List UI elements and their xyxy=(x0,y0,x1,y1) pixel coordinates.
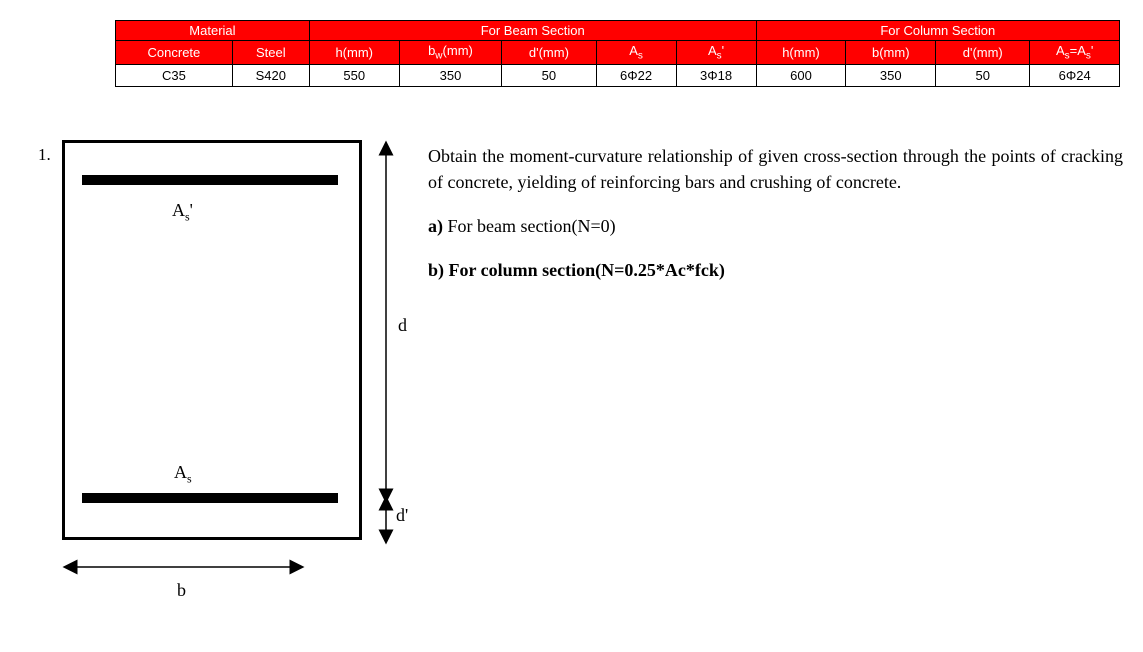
label-d: d xyxy=(398,315,407,336)
properties-table: Material For Beam Section For Column Sec… xyxy=(115,20,1120,87)
cell-steel: S420 xyxy=(232,64,309,86)
col-group-beam: For Beam Section xyxy=(309,21,756,41)
dimension-b xyxy=(62,555,367,585)
label-as-prime: As' xyxy=(172,200,193,225)
cell-beam-as: 6Φ22 xyxy=(596,64,676,86)
intro-paragraph: Obtain the moment-curvature relationship… xyxy=(428,143,1123,195)
cell-beam-dpr: 50 xyxy=(502,64,596,86)
problem-statement: Obtain the moment-curvature relationship… xyxy=(428,143,1123,301)
label-b: b xyxy=(177,580,186,601)
col-group-column: For Column Section xyxy=(756,21,1119,41)
section-outline xyxy=(62,140,362,540)
question-number: 1. xyxy=(38,145,51,165)
dimension-d xyxy=(372,140,412,550)
cell-beam-bw: 350 xyxy=(399,64,502,86)
col-col-as: As=As' xyxy=(1030,41,1120,65)
part-b: b) For column section(N=0.25*Ac*fck) xyxy=(428,257,1123,283)
part-a-label: a) xyxy=(428,216,448,236)
cell-beam-h: 550 xyxy=(309,64,399,86)
col-beam-bw: bw(mm) xyxy=(399,41,502,65)
table-header-row: Concrete Steel h(mm) bw(mm) d'(mm) As As… xyxy=(116,41,1120,65)
col-col-dpr: d'(mm) xyxy=(936,41,1030,65)
part-a-text: For beam section(N=0) xyxy=(448,216,616,236)
cell-col-as: 6Φ24 xyxy=(1030,64,1120,86)
part-b-text: For column section(N=0.25*Ac*fck) xyxy=(449,260,725,280)
rebar-bottom xyxy=(82,493,338,503)
cross-section-diagram: As' As d d' b xyxy=(62,140,422,640)
part-b-label: b) xyxy=(428,260,449,280)
table-group-row: Material For Beam Section For Column Sec… xyxy=(116,21,1120,41)
table-row: C35 S420 550 350 50 6Φ22 3Φ18 600 350 50… xyxy=(116,64,1120,86)
col-beam-aspr: As' xyxy=(676,41,756,65)
cell-col-dpr: 50 xyxy=(936,64,1030,86)
label-d-prime: d' xyxy=(396,505,408,526)
col-beam-dpr: d'(mm) xyxy=(502,41,596,65)
cell-col-b: 350 xyxy=(846,64,936,86)
cell-concrete: C35 xyxy=(116,64,233,86)
rebar-top xyxy=(82,175,338,185)
col-col-h: h(mm) xyxy=(756,41,846,65)
col-steel: Steel xyxy=(232,41,309,65)
label-as: As xyxy=(174,462,192,487)
cell-beam-aspr: 3Φ18 xyxy=(676,64,756,86)
col-beam-as: As xyxy=(596,41,676,65)
col-col-b: b(mm) xyxy=(846,41,936,65)
part-a: a) For beam section(N=0) xyxy=(428,213,1123,239)
col-concrete: Concrete xyxy=(116,41,233,65)
col-beam-h: h(mm) xyxy=(309,41,399,65)
properties-table-wrap: Material For Beam Section For Column Sec… xyxy=(115,20,1123,87)
cell-col-h: 600 xyxy=(756,64,846,86)
col-group-material: Material xyxy=(116,21,310,41)
